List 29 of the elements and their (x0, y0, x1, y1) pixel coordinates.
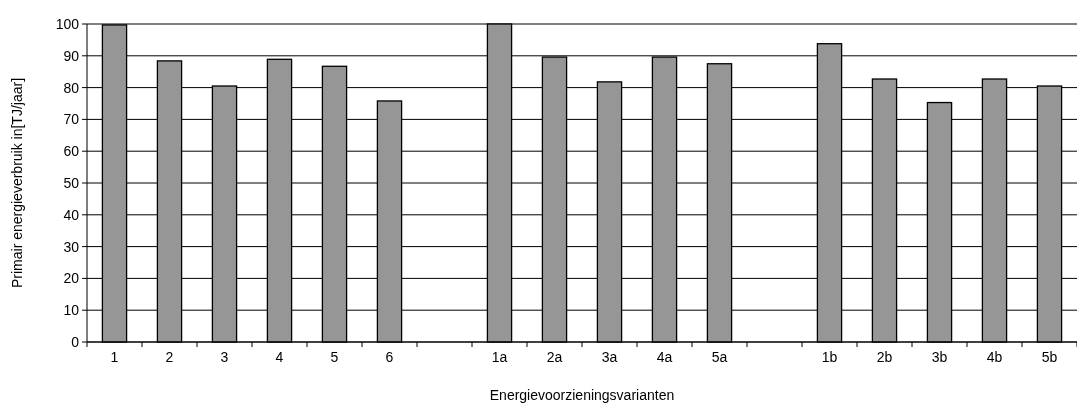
x-tick-label: 3b (931, 349, 948, 365)
x-tick-label: 2a (546, 349, 563, 365)
y-tick-label: 20 (63, 270, 80, 287)
y-tick-label: 90 (63, 47, 80, 64)
x-tick-label: 5 (330, 349, 339, 365)
x-tick-label: 4 (275, 349, 284, 365)
y-tick-label: 0 (71, 333, 80, 350)
x-tick-label: 2 (165, 349, 174, 365)
y-tick-label: 70 (63, 111, 80, 128)
x-tick-label: 1 (110, 349, 119, 365)
y-tick-label: 80 (63, 79, 80, 96)
y-tick-label: 10 (63, 302, 80, 319)
y-axis-title: Primair energieverbruik in[TJ/jaar] (9, 77, 25, 289)
x-axis-title: Energievoorzieningsvarianten (489, 387, 675, 403)
x-tick-label: 2b (876, 349, 893, 365)
x-tick-label: 4b (986, 349, 1003, 365)
y-tick-label: 100 (55, 15, 80, 32)
y-tick-label: 30 (63, 238, 80, 255)
y-tick-label: 40 (63, 206, 80, 223)
x-tick-label: 4a (656, 349, 673, 365)
x-tick-label: 3 (220, 349, 229, 365)
x-tick-label: 5b (1041, 349, 1058, 365)
x-tick-label: 1b (821, 349, 838, 365)
y-tick-label: 50 (63, 174, 80, 191)
x-tick-label: 1a (491, 349, 508, 365)
y-tick-label: 60 (63, 143, 80, 160)
x-tick-label: 3a (601, 349, 618, 365)
x-tick-label: 5a (711, 349, 728, 365)
x-tick-label: 6 (385, 349, 394, 365)
